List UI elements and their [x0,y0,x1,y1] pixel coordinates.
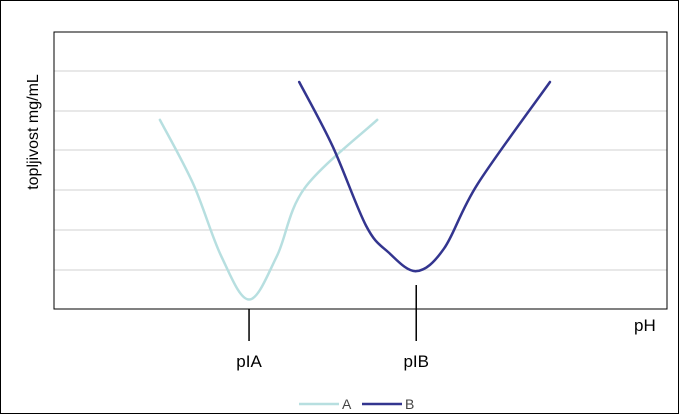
legend-label-a: A [342,396,352,412]
plot-area [53,31,668,310]
series-line-b [297,80,552,273]
y-axis-label: topljivost mg/mL [25,74,42,190]
series-line-a [158,118,379,301]
x-tick-label-pia: pIA [236,352,262,371]
legend-label-b: B [405,396,414,412]
series-layer [158,80,552,301]
x-tick-label-pib: pIB [403,352,429,371]
x-axis-label: pH [634,316,656,335]
gridlines [54,70,667,271]
x-axis-ticks: pIA pIB [236,285,429,371]
